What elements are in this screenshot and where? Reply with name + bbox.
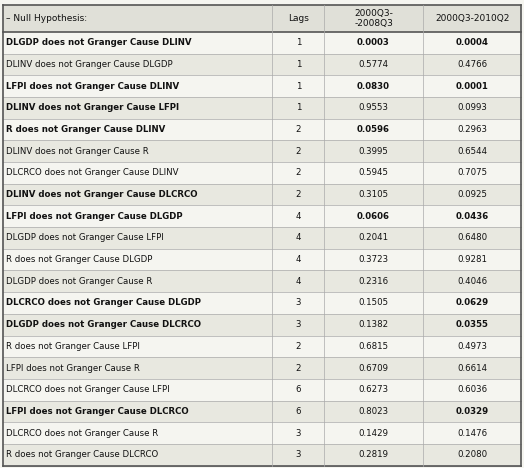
Text: 0.5945: 0.5945 xyxy=(358,168,388,177)
Text: 1: 1 xyxy=(296,38,301,47)
Text: DLINV does not Granger Cause DLCRCO: DLINV does not Granger Cause DLCRCO xyxy=(6,190,198,199)
Text: 0.2041: 0.2041 xyxy=(358,234,389,242)
Text: 0.0003: 0.0003 xyxy=(357,38,390,47)
Text: 1: 1 xyxy=(296,81,301,90)
Text: 0.3723: 0.3723 xyxy=(358,255,389,264)
Text: 0.0830: 0.0830 xyxy=(357,81,390,90)
Text: 0.2819: 0.2819 xyxy=(358,450,388,459)
Text: 0.4973: 0.4973 xyxy=(457,342,487,351)
Text: 0.9281: 0.9281 xyxy=(457,255,487,264)
Bar xyxy=(3,444,521,466)
Bar xyxy=(3,140,521,162)
Bar xyxy=(3,227,521,249)
Text: 2: 2 xyxy=(296,190,301,199)
Text: 0.0596: 0.0596 xyxy=(357,125,390,134)
Text: 0.0355: 0.0355 xyxy=(456,320,488,329)
Text: 0.0606: 0.0606 xyxy=(357,212,390,221)
Text: 0.6036: 0.6036 xyxy=(457,385,487,394)
Text: 0.0925: 0.0925 xyxy=(457,190,487,199)
Text: 3: 3 xyxy=(296,299,301,307)
Text: 0.3105: 0.3105 xyxy=(358,190,389,199)
Text: 4: 4 xyxy=(296,212,301,221)
Text: 0.0436: 0.0436 xyxy=(455,212,489,221)
Text: 2: 2 xyxy=(296,364,301,373)
Text: 4: 4 xyxy=(296,277,301,286)
Text: 3: 3 xyxy=(296,429,301,438)
Text: 4: 4 xyxy=(296,255,301,264)
Text: 3: 3 xyxy=(296,450,301,459)
Text: LFPI does not Granger Cause DLINV: LFPI does not Granger Cause DLINV xyxy=(6,81,179,90)
Bar xyxy=(3,271,521,292)
Text: 0.6709: 0.6709 xyxy=(358,364,388,373)
Text: 1: 1 xyxy=(296,103,301,112)
Bar xyxy=(3,357,521,379)
Text: DLGDP does not Granger Cause DLCRCO: DLGDP does not Granger Cause DLCRCO xyxy=(6,320,201,329)
Text: R does not Granger Cause DLGDP: R does not Granger Cause DLGDP xyxy=(6,255,152,264)
Text: 3: 3 xyxy=(296,320,301,329)
Text: Lags: Lags xyxy=(288,14,309,23)
Bar xyxy=(3,53,521,75)
Text: 4: 4 xyxy=(296,234,301,242)
Text: 0.9553: 0.9553 xyxy=(358,103,388,112)
Text: 1: 1 xyxy=(296,60,301,69)
Text: 0.8023: 0.8023 xyxy=(358,407,389,416)
Text: DLCRCO does not Granger Cause DLINV: DLCRCO does not Granger Cause DLINV xyxy=(6,168,179,177)
Bar xyxy=(3,401,521,422)
Text: R does not Granger Cause DLINV: R does not Granger Cause DLINV xyxy=(6,125,166,134)
Text: 0.6544: 0.6544 xyxy=(457,146,487,156)
Text: DLCRCO does not Granger Cause R: DLCRCO does not Granger Cause R xyxy=(6,429,159,438)
Text: R does not Granger Cause LFPI: R does not Granger Cause LFPI xyxy=(6,342,140,351)
Text: – Null Hypothesis:: – Null Hypothesis: xyxy=(6,14,88,23)
Text: DLGDP does not Granger Cause DLINV: DLGDP does not Granger Cause DLINV xyxy=(6,38,192,47)
Text: R does not Granger Cause DLCRCO: R does not Granger Cause DLCRCO xyxy=(6,450,159,459)
Text: DLINV does not Granger Cause LFPI: DLINV does not Granger Cause LFPI xyxy=(6,103,179,112)
Text: DLGDP does not Granger Cause LFPI: DLGDP does not Granger Cause LFPI xyxy=(6,234,164,242)
Text: 0.4766: 0.4766 xyxy=(457,60,487,69)
Text: DLGDP does not Granger Cause R: DLGDP does not Granger Cause R xyxy=(6,277,152,286)
Text: 0.6815: 0.6815 xyxy=(358,342,389,351)
Text: 6: 6 xyxy=(296,385,301,394)
Text: 0.5774: 0.5774 xyxy=(358,60,389,69)
Text: 0.2316: 0.2316 xyxy=(358,277,389,286)
Text: 2: 2 xyxy=(296,146,301,156)
Text: 0.0993: 0.0993 xyxy=(457,103,487,112)
Text: 2: 2 xyxy=(296,125,301,134)
Text: 0.2080: 0.2080 xyxy=(457,450,487,459)
Text: 0.0629: 0.0629 xyxy=(455,299,489,307)
Text: DLCRCO does not Granger Cause LFPI: DLCRCO does not Granger Cause LFPI xyxy=(6,385,170,394)
Text: 0.1476: 0.1476 xyxy=(457,429,487,438)
Bar xyxy=(3,5,521,32)
Text: 0.1429: 0.1429 xyxy=(358,429,388,438)
Text: LFPI does not Granger Cause R: LFPI does not Granger Cause R xyxy=(6,364,140,373)
Text: LFPI does not Granger Cause DLCRCO: LFPI does not Granger Cause DLCRCO xyxy=(6,407,189,416)
Text: 0.4046: 0.4046 xyxy=(457,277,487,286)
Text: 0.1382: 0.1382 xyxy=(358,320,389,329)
Bar xyxy=(3,314,521,336)
Text: 0.7075: 0.7075 xyxy=(457,168,487,177)
Text: 6: 6 xyxy=(296,407,301,416)
Text: 0.0001: 0.0001 xyxy=(456,81,488,90)
Text: 0.6614: 0.6614 xyxy=(457,364,487,373)
Text: 0.3995: 0.3995 xyxy=(358,146,388,156)
Text: 2000Q3-
-2008Q3: 2000Q3- -2008Q3 xyxy=(354,8,393,28)
Text: DLINV does not Granger Cause DLGDP: DLINV does not Granger Cause DLGDP xyxy=(6,60,173,69)
Bar xyxy=(3,183,521,205)
Bar xyxy=(3,97,521,118)
Text: 2: 2 xyxy=(296,342,301,351)
Text: 2: 2 xyxy=(296,168,301,177)
Text: 0.2963: 0.2963 xyxy=(457,125,487,134)
Text: 2000Q3-2010Q2: 2000Q3-2010Q2 xyxy=(435,14,509,23)
Text: 0.1505: 0.1505 xyxy=(358,299,389,307)
Text: 0.6480: 0.6480 xyxy=(457,234,487,242)
Text: 0.6273: 0.6273 xyxy=(358,385,389,394)
Text: DLINV does not Granger Cause R: DLINV does not Granger Cause R xyxy=(6,146,149,156)
Text: LFPI does not Granger Cause DLGDP: LFPI does not Granger Cause DLGDP xyxy=(6,212,183,221)
Text: 0.0329: 0.0329 xyxy=(455,407,489,416)
Text: 0.0004: 0.0004 xyxy=(455,38,488,47)
Text: DLCRCO does not Granger Cause DLGDP: DLCRCO does not Granger Cause DLGDP xyxy=(6,299,201,307)
